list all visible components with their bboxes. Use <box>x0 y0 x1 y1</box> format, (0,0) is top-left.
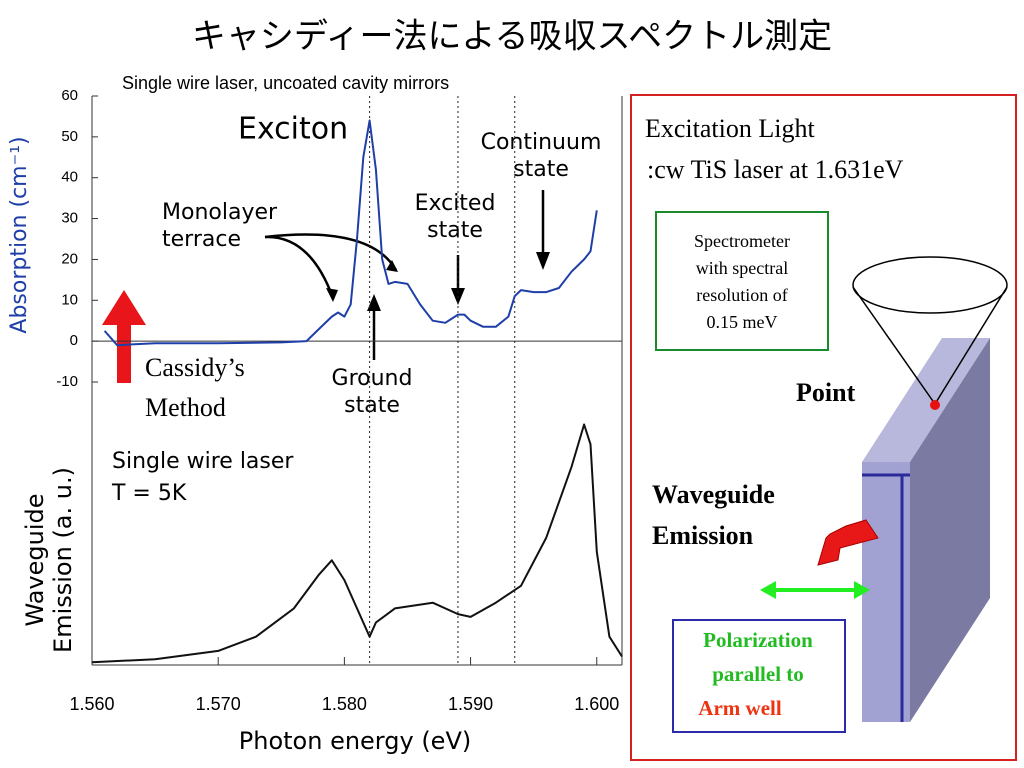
waveguide-label: Emission <box>652 521 754 550</box>
y-tick-label: 0 <box>70 332 78 349</box>
annotation: Ground <box>332 366 413 391</box>
x-tick-label: 1.570 <box>196 694 241 714</box>
x-tick-label: 1.580 <box>322 694 367 714</box>
slab-front <box>862 462 910 722</box>
waveguide-label: Waveguide <box>652 480 775 509</box>
spectrometer-box <box>655 211 829 351</box>
x-label: Photon energy (eV) <box>239 727 471 755</box>
y-label: Emission (a. u.) <box>49 467 77 653</box>
y-tick-label: 30 <box>61 210 78 227</box>
spectrometer: with spectral <box>696 258 788 278</box>
cone-side <box>934 286 1008 405</box>
y-tick-label: -10 <box>56 373 78 390</box>
cone-side <box>852 286 936 405</box>
data-line <box>103 119 598 347</box>
data-line <box>91 423 623 664</box>
annotation: Monolayer <box>162 200 278 225</box>
diagram-frame <box>630 94 1017 761</box>
chart-subtitle: Single wire laser, uncoated cavity mirro… <box>122 73 449 93</box>
arrowheads <box>326 252 550 311</box>
excitation: :cw TiS laser at 1.631eV <box>647 155 904 184</box>
x-tick-label: 1.600 <box>574 694 619 714</box>
y-tick-label: 10 <box>61 291 78 308</box>
spectrometer: 0.15 meV <box>707 312 778 332</box>
point-dot <box>930 400 940 410</box>
annotation: T = 5K <box>111 481 187 506</box>
annotation: state <box>513 157 569 182</box>
annotation: state <box>344 393 400 418</box>
y-tick-label: 40 <box>61 169 78 186</box>
cone-top <box>852 256 1008 314</box>
polarization: Polarization <box>703 628 813 652</box>
y-tick-label: 20 <box>61 250 78 267</box>
annotation: Single wire laser <box>112 449 294 474</box>
y-tick-label: 50 <box>61 128 78 145</box>
annotation: Method <box>145 393 226 422</box>
spectrometer: resolution of <box>696 285 788 305</box>
cassidy-arrow <box>102 290 146 383</box>
y-label: Waveguide <box>21 494 49 627</box>
polarization: parallel to <box>712 662 804 686</box>
annotation: Exciton <box>238 112 348 147</box>
spectrometer: Spectrometer <box>694 231 790 251</box>
y-tick-label: 60 <box>61 87 78 104</box>
annotation: Continuum <box>481 130 602 155</box>
polarization-box <box>672 619 846 733</box>
excitation: Excitation Light <box>645 114 815 143</box>
arrows <box>264 190 545 360</box>
point-label: Point <box>796 378 856 407</box>
annotation: state <box>427 218 483 243</box>
slab-top <box>862 338 990 462</box>
annotation: terrace <box>162 227 241 252</box>
polarization: Arm well <box>698 696 782 720</box>
annotation: Excited <box>415 191 496 216</box>
slide-title: キャシディー法による吸収スペクトル測定 <box>192 17 832 57</box>
emission-arrow <box>817 519 879 566</box>
annotation: Cassidy’s <box>145 353 245 382</box>
polarization-arrow <box>760 581 870 599</box>
x-tick-label: 1.590 <box>448 694 493 714</box>
y-label: Absorption (cm⁻¹) <box>7 136 32 333</box>
x-tick-label: 1.560 <box>69 694 114 714</box>
slab-side <box>910 338 990 722</box>
